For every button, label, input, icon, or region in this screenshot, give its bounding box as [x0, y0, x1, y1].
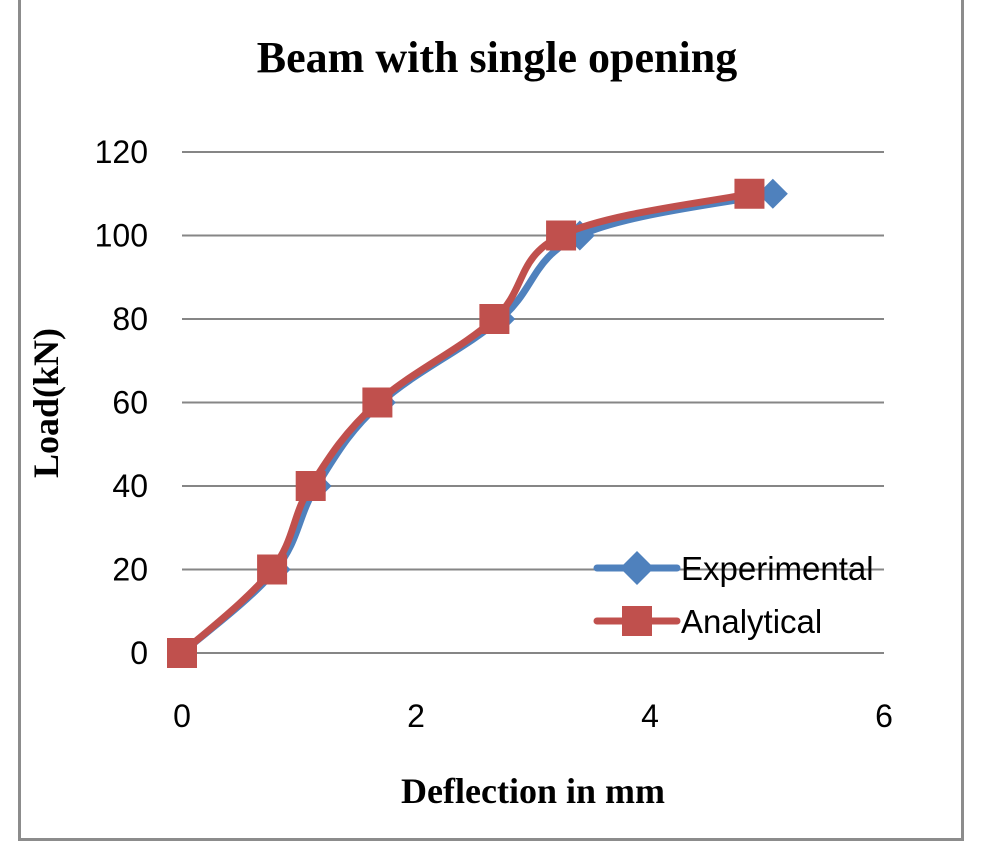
diamond-marker-icon	[620, 551, 654, 585]
legend-label-analytical: Analytical	[681, 603, 822, 640]
y-tick-label: 40	[112, 468, 148, 504]
y-tick-label: 20	[112, 552, 148, 588]
y-tick-label: 100	[95, 218, 148, 254]
legend: Experimental Analytical	[593, 550, 874, 640]
legend-label-experimental: Experimental	[681, 550, 874, 587]
x-tick-label: 6	[875, 698, 893, 734]
y-tick-label: 120	[95, 134, 148, 170]
chart-title: Beam with single opening	[257, 33, 737, 82]
series-analytical	[167, 178, 765, 668]
x-axis-title: Deflection in mm	[401, 771, 665, 811]
legend-item-experimental: Experimental	[593, 550, 874, 587]
data-point-analytical-4	[479, 304, 510, 334]
y-tick-labels: 0 20 40 60 80 100 120	[95, 134, 148, 671]
data-point-analytical-1	[257, 554, 288, 585]
chart-frame	[18, 0, 964, 841]
y-tick-label: 60	[112, 385, 148, 421]
data-point-analytical-0	[167, 638, 197, 668]
data-point-analytical-5	[546, 220, 577, 251]
x-tick-label: 2	[407, 698, 425, 734]
legend-item-analytical: Analytical	[593, 603, 822, 640]
series-layer	[167, 178, 788, 668]
data-point-analytical-3	[362, 387, 393, 418]
data-point-experimental-6	[757, 178, 788, 209]
series-experimental	[167, 178, 788, 668]
x-tick-label: 4	[641, 698, 659, 734]
y-tick-label: 0	[130, 635, 148, 671]
x-tick-labels: 0 2 4 6	[173, 698, 893, 734]
x-tick-label: 0	[173, 698, 191, 734]
square-marker-icon	[622, 606, 652, 636]
data-point-analytical-2	[295, 471, 326, 501]
data-point-analytical-6	[734, 178, 765, 209]
y-axis-title: Load(kN)	[26, 328, 66, 478]
y-tick-label: 80	[112, 301, 148, 337]
